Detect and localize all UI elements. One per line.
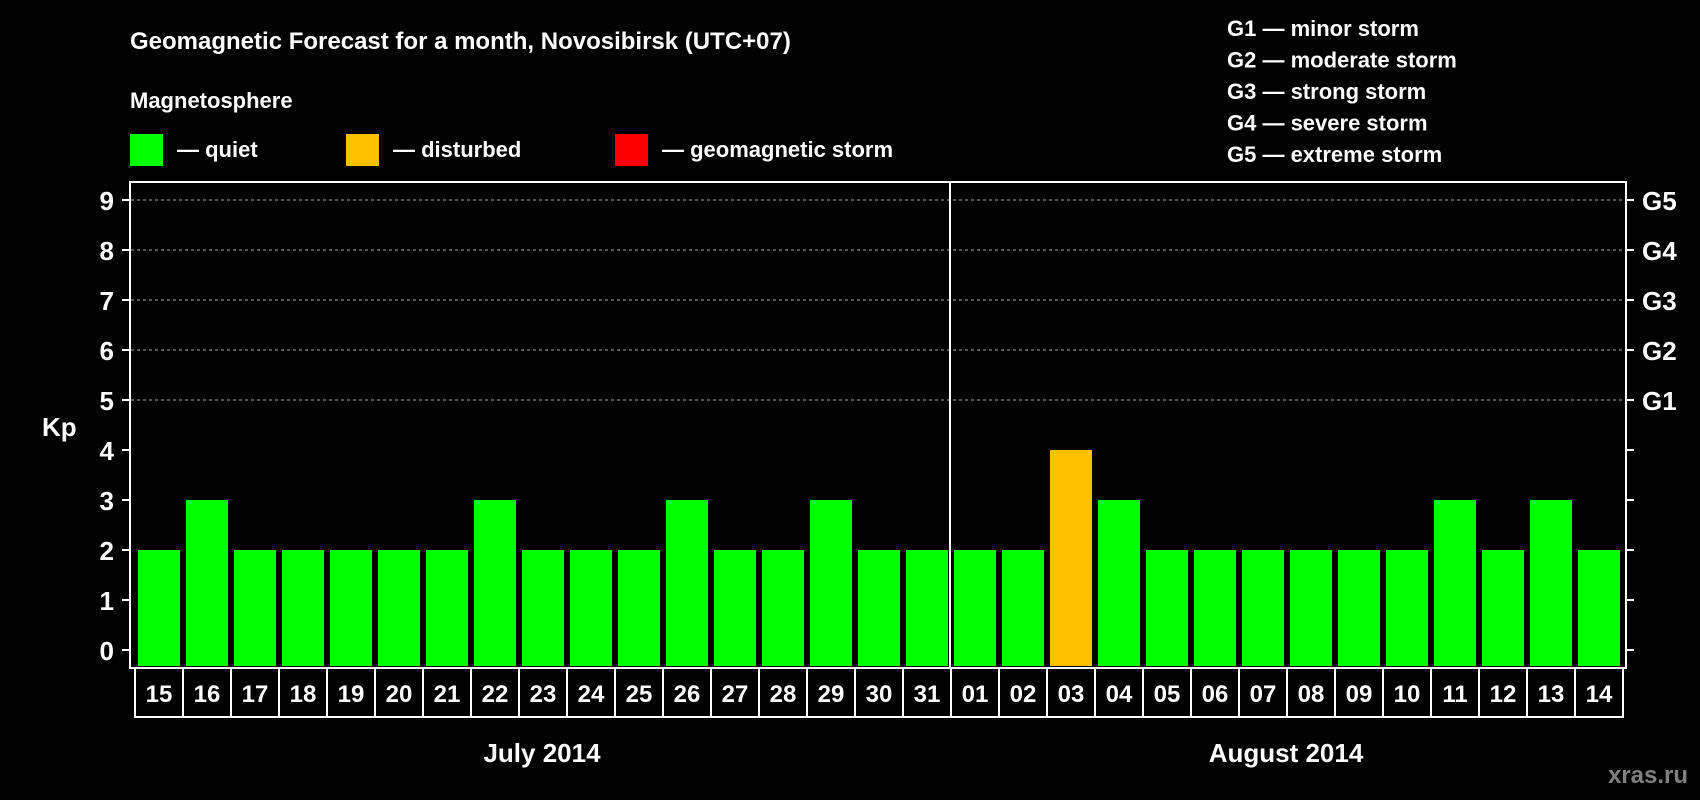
chart-subtitle: Magnetosphere (130, 88, 293, 113)
bar-20 (378, 550, 420, 666)
x-tick-label: 21 (434, 681, 461, 708)
x-tick-label: 20 (386, 681, 413, 708)
legend-label: — geomagnetic storm (662, 137, 893, 162)
date-cell (1574, 667, 1624, 718)
legend-label: — disturbed (393, 137, 521, 162)
x-tick-label: 11 (1442, 681, 1467, 708)
x-tick-label: 14 (1586, 681, 1613, 708)
g-level-label: G4 (1642, 236, 1677, 266)
y-tick-label: 2 (100, 536, 114, 566)
bar-13 (1530, 500, 1572, 666)
g-level-label: G1 (1642, 386, 1677, 416)
bar-06 (1194, 550, 1236, 666)
g-level-label: G5 (1642, 186, 1677, 216)
bar-17 (234, 550, 276, 666)
bar-10 (1386, 550, 1428, 666)
x-tick-label: 19 (338, 681, 365, 708)
y-tick-label: 3 (100, 486, 114, 516)
bar-04 (1098, 500, 1140, 666)
bar-18 (282, 550, 324, 666)
bar-11 (1434, 500, 1476, 666)
x-tick-label: 27 (722, 681, 749, 708)
x-tick-label: 03 (1058, 681, 1085, 708)
y-tick-label: 1 (100, 586, 114, 616)
x-tick-label: 07 (1250, 681, 1277, 708)
bar-31 (906, 550, 948, 666)
bar-01 (954, 550, 996, 666)
chart-title: Geomagnetic Forecast for a month, Novosi… (130, 28, 791, 55)
x-tick-label: 13 (1538, 681, 1565, 708)
y-tick-label: 6 (100, 336, 114, 366)
bar-21 (426, 550, 468, 666)
bar-14 (1578, 550, 1620, 666)
legend-swatch (615, 134, 648, 166)
bar-22 (474, 500, 516, 666)
x-tick-label: 18 (290, 681, 317, 708)
x-tick-label: 05 (1154, 681, 1181, 708)
x-tick-label: 22 (482, 681, 509, 708)
x-tick-label: 02 (1010, 681, 1037, 708)
x-tick-label: 26 (674, 681, 701, 708)
x-tick-label: 24 (578, 681, 605, 708)
y-tick-label: 5 (100, 386, 114, 416)
bar-19 (330, 550, 372, 666)
bar-02 (1002, 550, 1044, 666)
bar-29 (810, 500, 852, 666)
x-tick-label: 12 (1490, 681, 1517, 708)
storm-scale-item: G2 — moderate storm (1227, 48, 1457, 73)
month-label: July 2014 (483, 738, 601, 768)
x-tick-label: 09 (1346, 681, 1373, 708)
bar-03 (1050, 450, 1092, 666)
bar-15 (138, 550, 180, 666)
bar-08 (1290, 550, 1332, 666)
x-tick-label: 25 (626, 681, 653, 708)
bar-26 (666, 500, 708, 666)
bar-28 (762, 550, 804, 666)
bar-09 (1338, 550, 1380, 666)
storm-scale-item: G4 — severe storm (1227, 111, 1428, 136)
y-axis-label: Kp (42, 412, 77, 442)
bar-16 (186, 500, 228, 666)
y-tick-label: 0 (100, 636, 114, 666)
legend-swatch (346, 134, 379, 166)
y-tick-label: 4 (100, 436, 115, 466)
x-tick-label: 10 (1394, 681, 1421, 708)
g-level-label: G3 (1642, 286, 1677, 316)
bar-05 (1146, 550, 1188, 666)
g-level-label: G2 (1642, 336, 1677, 366)
watermark: xras.ru (1608, 762, 1688, 789)
storm-scale-legend: G1 — minor storm G2 — moderate storm G3 — … (1227, 16, 1457, 167)
bar-07 (1242, 550, 1284, 666)
bar-24 (570, 550, 612, 666)
legend-label: — quiet (177, 137, 258, 162)
y-tick-label: 8 (100, 236, 114, 266)
x-tick-label: 28 (770, 681, 797, 708)
x-tick-label: 23 (530, 681, 557, 708)
y-tick-label: 9 (100, 186, 114, 216)
legend: — quiet — disturbed — geomagnetic storm (130, 134, 893, 166)
legend-swatch (130, 134, 163, 166)
x-tick-label: 31 (914, 681, 941, 708)
y-tick-label: 7 (100, 286, 114, 316)
bar-30 (858, 550, 900, 666)
x-tick-label: 17 (242, 681, 269, 708)
storm-scale-item: G5 — extreme storm (1227, 142, 1442, 167)
storm-scale-item: G3 — strong storm (1227, 79, 1426, 104)
bar-25 (618, 550, 660, 666)
x-tick-label: 16 (194, 681, 221, 708)
bar-12 (1482, 550, 1524, 666)
x-tick-label: 01 (962, 681, 989, 708)
storm-scale-item: G1 — minor storm (1227, 16, 1419, 41)
bar-23 (522, 550, 564, 666)
bar-27 (714, 550, 756, 666)
x-tick-label: 29 (818, 681, 845, 708)
x-tick-label: 30 (866, 681, 893, 708)
x-tick-label: 15 (146, 681, 173, 708)
x-tick-label: 06 (1202, 681, 1229, 708)
x-tick-label: 08 (1298, 681, 1325, 708)
x-tick-label: 04 (1106, 681, 1133, 708)
month-label: August 2014 (1209, 738, 1364, 768)
